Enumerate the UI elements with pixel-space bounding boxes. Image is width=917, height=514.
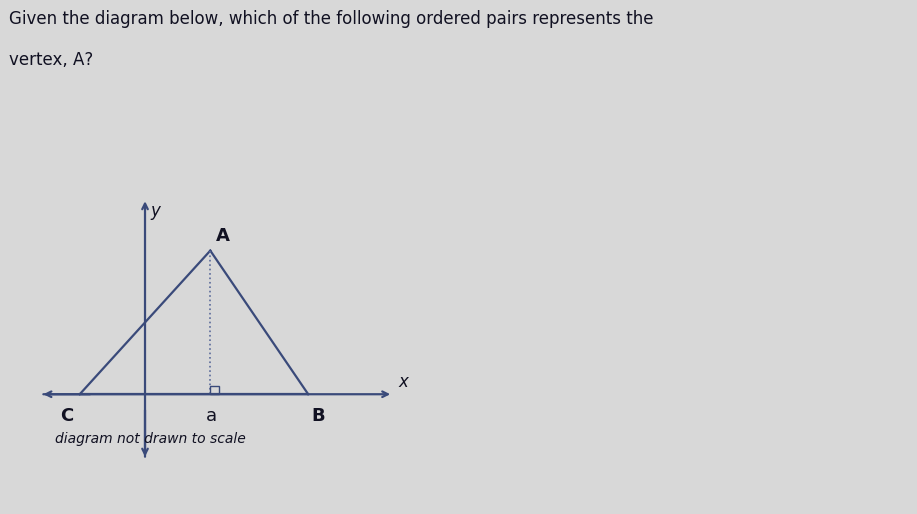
Text: diagram not drawn to scale: diagram not drawn to scale xyxy=(55,432,246,446)
Bar xyxy=(210,386,219,394)
Text: Given the diagram below, which of the following ordered pairs represents the: Given the diagram below, which of the fo… xyxy=(9,10,654,28)
Text: y: y xyxy=(150,201,160,219)
Text: A: A xyxy=(215,227,229,245)
Text: vertex, A?: vertex, A? xyxy=(9,51,94,69)
Text: C: C xyxy=(60,407,73,425)
Text: B: B xyxy=(312,407,326,425)
Text: x: x xyxy=(398,373,408,391)
Text: a: a xyxy=(206,407,217,425)
